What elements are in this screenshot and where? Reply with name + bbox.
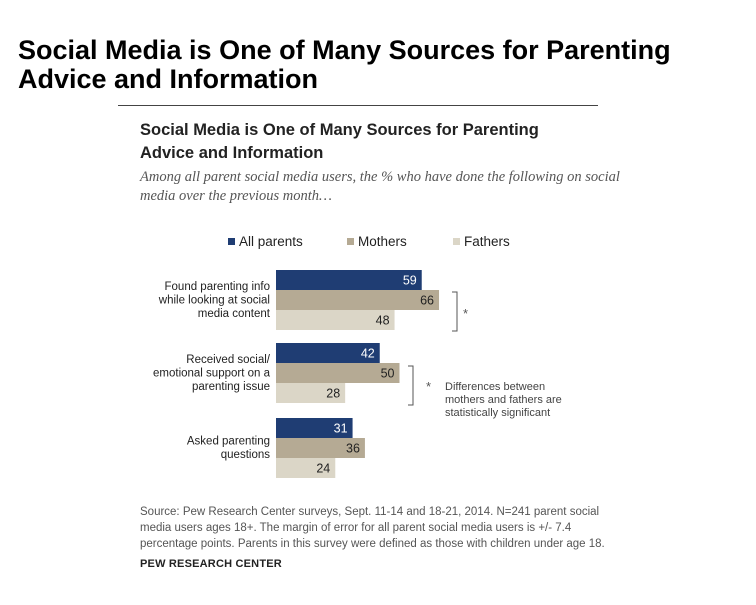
- bar: [276, 290, 440, 310]
- data-label: 28: [326, 387, 340, 401]
- bar: [276, 383, 346, 403]
- bar: [276, 418, 353, 438]
- chart-subtitle: Among all parent social media users, the…: [140, 169, 620, 204]
- legend-swatch-fathers: [453, 238, 460, 245]
- source-note: Source: Pew Research Center surveys, Sep…: [140, 506, 605, 550]
- bar: [276, 270, 422, 290]
- legend-item-mothers: Mothers: [347, 234, 407, 249]
- bar: [276, 438, 365, 458]
- bar-chart: Found parenting info while looking at soc…: [153, 270, 562, 478]
- legend-item-all-parents: All parents: [228, 234, 303, 249]
- legend-label-mothers: Mothers: [358, 234, 407, 249]
- data-label: 36: [346, 442, 360, 456]
- data-label: 31: [334, 422, 348, 436]
- data-label: 48: [376, 314, 390, 328]
- bar: [276, 310, 395, 330]
- category-label: Asked parenting questions: [187, 436, 270, 462]
- category-label: Received social/emotional support on a pa…: [153, 354, 271, 393]
- legend-swatch-all-parents: [228, 238, 235, 245]
- significance-marker: *: [426, 379, 431, 394]
- category-label: Found parenting info while looking at soc…: [158, 281, 271, 320]
- bar: [276, 458, 336, 478]
- significance-note: Differences between mothers and fathers a…: [445, 381, 562, 419]
- brand-label: PEW RESEARCH CENTER: [140, 558, 282, 570]
- data-label: 24: [316, 462, 330, 476]
- data-label: 66: [420, 294, 434, 308]
- data-label: 42: [361, 347, 375, 361]
- data-label: 59: [403, 274, 417, 288]
- legend-label-fathers: Fathers: [464, 234, 510, 249]
- bar: [276, 343, 380, 363]
- legend-swatch-mothers: [347, 238, 354, 245]
- significance-bracket: [452, 291, 458, 332]
- legend-label-all-parents: All parents: [239, 234, 303, 249]
- legend-item-fathers: Fathers: [453, 234, 510, 249]
- chart-title: Social Media is One of Many Sources for …: [140, 121, 539, 162]
- significance-bracket: [408, 365, 414, 406]
- bar: [276, 363, 400, 383]
- page-title: Social Media is One of Many Sources for …: [18, 35, 671, 94]
- data-label: 50: [381, 367, 395, 381]
- chart-legend: All parents Mothers Fathers: [0, 234, 756, 252]
- significance-marker: *: [463, 306, 468, 321]
- title-divider: [118, 105, 598, 106]
